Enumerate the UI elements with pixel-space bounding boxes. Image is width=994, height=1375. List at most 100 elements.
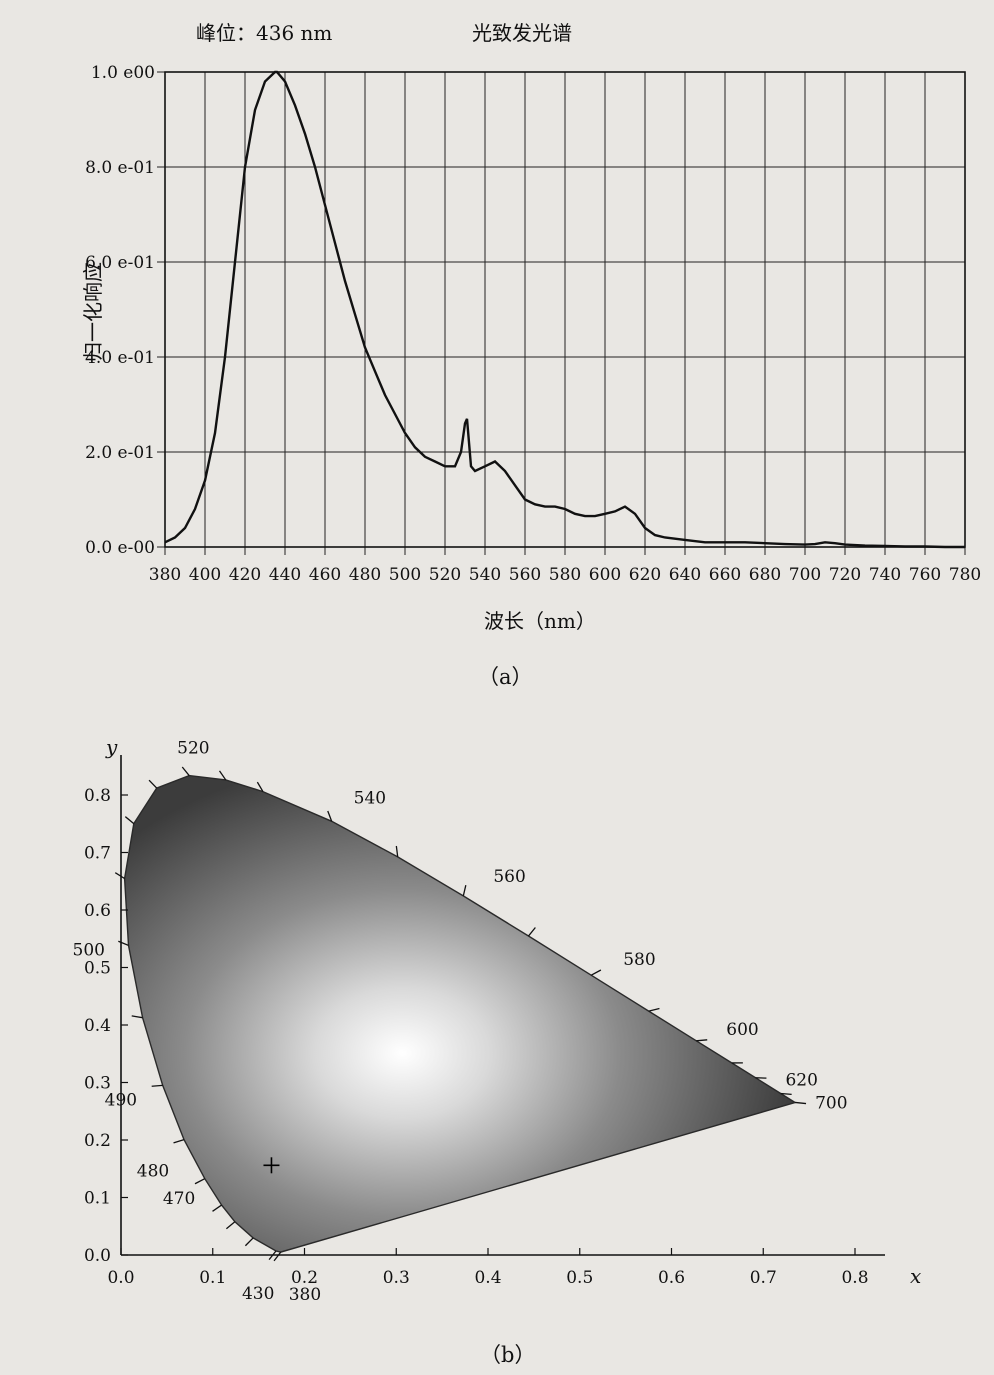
spectrum-x-tick-label: 480 xyxy=(349,565,381,585)
cie-y-tick-label: 0.8 xyxy=(84,786,111,806)
wavelength-tick xyxy=(462,885,467,897)
cie-x-label: x xyxy=(910,1264,921,1288)
spectrum-chart: 380 400 420 440 460 480 500 520 540 560 580 600 620 6… xyxy=(81,21,981,689)
spectrum-y-tick-label: 6.0 e-01 xyxy=(85,253,155,273)
wavelength-label-430: 430 xyxy=(242,1284,274,1304)
spectrum-x-tick-label: 780 xyxy=(949,565,981,585)
spectrum-plot-frame xyxy=(164,71,966,548)
cie-x-ticks: 0.0 0.1 0.2 0.3 0.4 0.5 0.6 0.7 0.8 xyxy=(107,1248,869,1288)
spectrum-x-tick-label: 440 xyxy=(269,565,301,585)
wavelength-tick xyxy=(795,1101,807,1105)
cie-axes xyxy=(120,755,885,1256)
spectrum-x-tick-label: 540 xyxy=(469,565,501,585)
spectrum-x-tick-label: 740 xyxy=(869,565,901,585)
spectrum-x-tick-label: 560 xyxy=(509,565,541,585)
wavelength-label-540: 540 xyxy=(354,788,386,808)
wavelength-tick xyxy=(244,1237,254,1247)
wavelength-tick xyxy=(194,1178,206,1185)
wavelength-label-560: 560 xyxy=(493,867,525,887)
spectrum-y-tick-label: 0.0 e-00 xyxy=(85,538,155,558)
spectral-locus xyxy=(123,774,797,1253)
wavelength-tick xyxy=(395,845,399,858)
spectrum-x-tick-label: 720 xyxy=(829,565,861,585)
cie-x-tick-label: 0.3 xyxy=(383,1268,410,1288)
spectrum-x-tick-label: 460 xyxy=(309,565,341,585)
spectrum-y-tick-label: 1.0 e00 xyxy=(91,63,155,83)
cie-chromaticity-diagram: 380430470480490500520540560580600620700 … xyxy=(73,735,922,1367)
spectrum-x-label: 波长（nm） xyxy=(484,609,596,633)
spectrum-x-tick-label: 620 xyxy=(629,565,661,585)
spectrum-x-tick-label: 380 xyxy=(149,565,181,585)
cie-x-tick-label: 0.8 xyxy=(841,1268,868,1288)
cie-x-tick-label: 0.6 xyxy=(658,1268,685,1288)
cie-y-tick-label: 0.3 xyxy=(84,1074,111,1094)
wavelength-tick xyxy=(131,1015,143,1019)
wavelength-tick xyxy=(173,1138,185,1144)
wavelength-label-580: 580 xyxy=(623,950,655,970)
spectrum-x-tick-label: 680 xyxy=(749,565,781,585)
wavelength-label-470: 470 xyxy=(163,1189,195,1209)
cie-x-tick-label: 0.2 xyxy=(291,1268,318,1288)
wavelength-label-500: 500 xyxy=(73,940,105,960)
cie-x-tick-label: 0.7 xyxy=(750,1268,777,1288)
wavelength-label-700: 700 xyxy=(815,1093,847,1113)
cie-y-tick-label: 0.0 xyxy=(84,1246,111,1266)
spectrum-x-tick-label: 600 xyxy=(589,565,621,585)
wavelength-tick xyxy=(148,779,158,789)
wavelength-label-600: 600 xyxy=(726,1020,758,1040)
peak-label: 峰位：436 nm xyxy=(196,21,332,45)
wavelength-tick xyxy=(780,1092,792,1095)
cie-x-tick-label: 0.1 xyxy=(199,1268,226,1288)
wavelength-tick xyxy=(527,927,536,937)
cie-y-tick-label: 0.4 xyxy=(84,1016,111,1036)
spectrum-y-tick-label: 4.0 e-01 xyxy=(85,348,155,368)
spectrum-x-tick-label: 520 xyxy=(429,565,461,585)
wavelength-tick xyxy=(124,816,135,825)
cie-x-tick-label: 0.0 xyxy=(107,1268,134,1288)
wavelength-tick xyxy=(118,940,129,947)
wavelength-label-480: 480 xyxy=(137,1162,169,1182)
spectrum-x-tick-label: 500 xyxy=(389,565,421,585)
wavelength-tick xyxy=(256,781,264,792)
cie-y-label: y xyxy=(105,735,118,759)
wavelength-tick-marks xyxy=(114,766,807,1262)
cie-y-tick-label: 0.5 xyxy=(84,959,111,979)
wavelength-label-620: 620 xyxy=(785,1071,817,1091)
spectrum-x-tick-label: 580 xyxy=(549,565,581,585)
spectrum-x-tick-label: 760 xyxy=(909,565,941,585)
wavelength-tick xyxy=(114,872,125,880)
wavelength-label-380: 380 xyxy=(289,1285,321,1305)
cie-x-tick-label: 0.5 xyxy=(566,1268,593,1288)
spectrum-y-ticks: 0.0 e-00 2.0 e-01 4.0 e-01 6.0 e-01 8.0 e-01… xyxy=(85,63,155,558)
wavelength-label-520: 520 xyxy=(177,739,209,759)
caption-a: （a） xyxy=(478,665,533,689)
cie-y-tick-label: 0.7 xyxy=(84,844,111,864)
spectrum-title: 光致发光谱 xyxy=(472,21,572,45)
spectrum-y-label: 归一化响应 xyxy=(81,262,105,362)
spectrum-y-tick-label: 2.0 e-01 xyxy=(85,443,155,463)
pl-spectrum-line xyxy=(164,70,965,549)
wavelength-tick xyxy=(212,1204,222,1212)
wavelength-tick xyxy=(218,770,227,781)
caption-b: （b） xyxy=(480,1343,535,1367)
wavelength-tick xyxy=(273,1251,282,1262)
spectrum-grid xyxy=(157,71,966,555)
wavelength-tick xyxy=(696,1039,708,1042)
wavelength-tick xyxy=(181,766,190,776)
wavelength-tick xyxy=(590,969,602,976)
wavelength-tick xyxy=(225,1221,236,1230)
spectrum-x-tick-label: 660 xyxy=(709,565,741,585)
chromaticity-point-marker xyxy=(263,1157,280,1174)
spectrum-x-tick-label: 420 xyxy=(229,565,261,585)
wavelength-tick xyxy=(648,1007,660,1012)
cie-y-tick-label: 0.1 xyxy=(84,1189,111,1209)
spectrum-x-ticks: 380 400 420 440 460 480 500 520 540 560 580 600 620 6… xyxy=(149,565,981,585)
wavelength-tick xyxy=(327,810,333,822)
cie-y-tick-label: 0.6 xyxy=(84,901,111,921)
spectrum-y-tick-label: 8.0 e-01 xyxy=(85,158,155,178)
wavelength-tick xyxy=(151,1084,163,1087)
cie-gamut-fill xyxy=(124,775,796,1253)
cie-y-tick-label: 0.2 xyxy=(84,1131,111,1151)
